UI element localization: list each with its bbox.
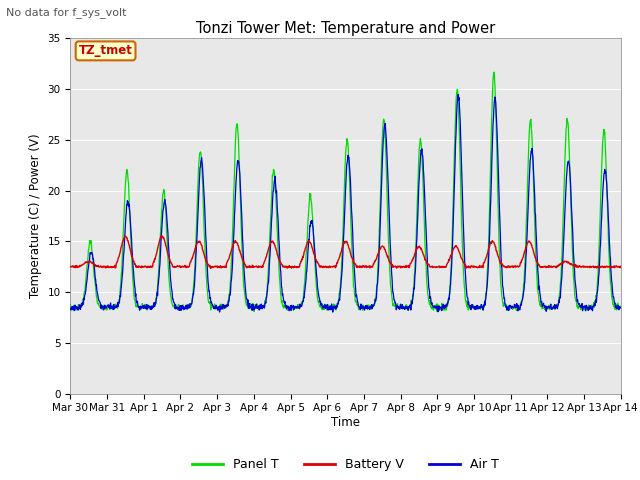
Title: Tonzi Tower Met: Temperature and Power: Tonzi Tower Met: Temperature and Power (196, 21, 495, 36)
Y-axis label: Temperature (C) / Power (V): Temperature (C) / Power (V) (29, 134, 42, 298)
Text: TZ_tmet: TZ_tmet (79, 44, 132, 58)
Text: No data for f_sys_volt: No data for f_sys_volt (6, 7, 127, 18)
X-axis label: Time: Time (331, 416, 360, 429)
Legend: Panel T, Battery V, Air T: Panel T, Battery V, Air T (187, 453, 504, 476)
